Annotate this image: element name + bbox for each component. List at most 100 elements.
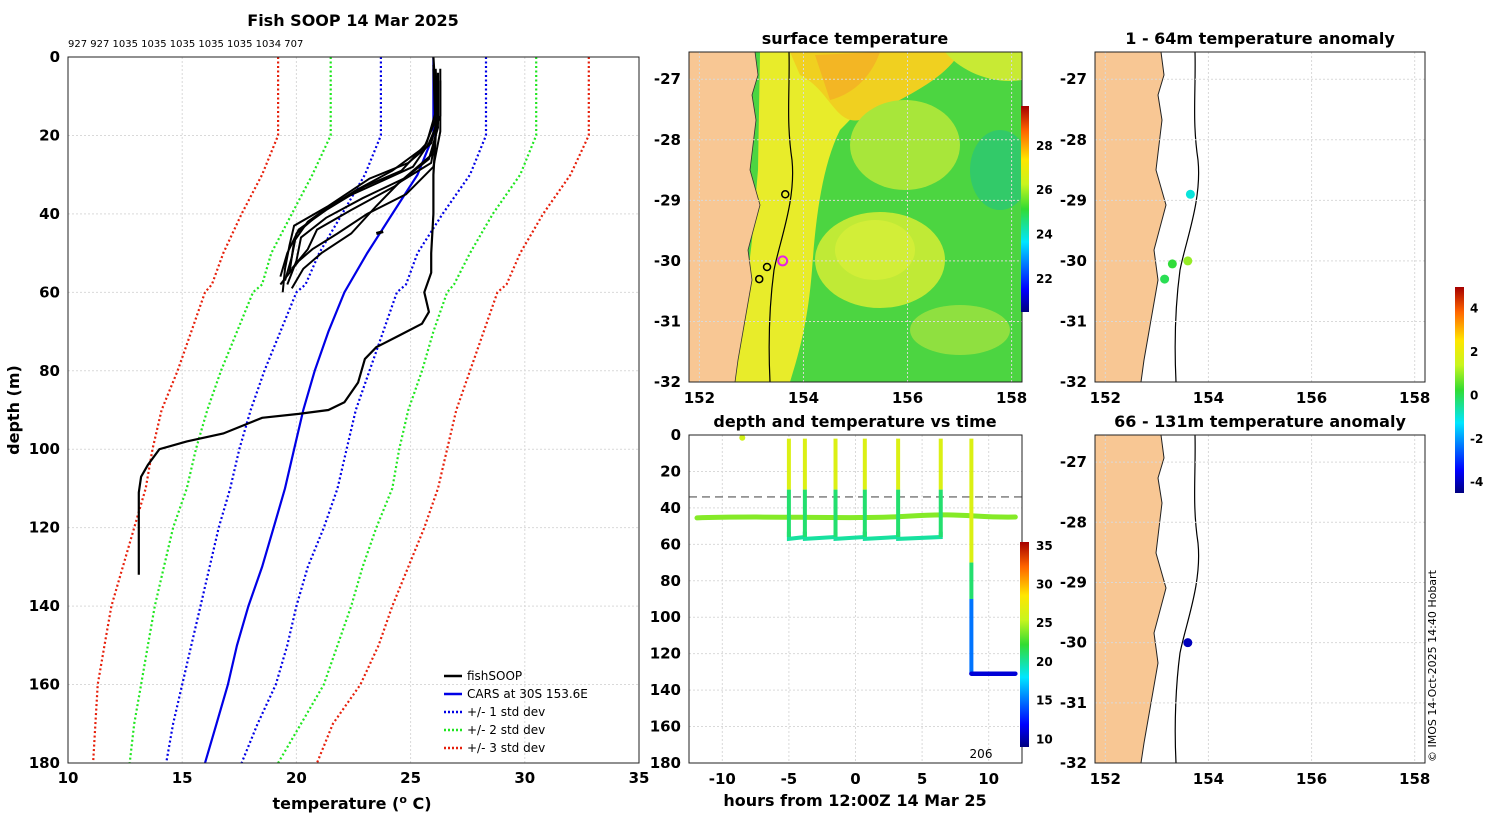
profile-y-tick: 100 [29,440,60,458]
timedepth-bottom-segment [862,531,901,541]
map-x-tick: 156 [892,389,923,407]
timedepth-colorbar-tick: 15 [1036,694,1053,708]
profile-fish-fragment [375,230,384,235]
map-x-tick: 154 [788,389,819,407]
map-x-tick: 154 [1193,770,1224,788]
surface-map [689,52,1022,382]
timedepth-x-ticks: -10 -5 0 5 10 [709,770,999,788]
profile-x-tick: 20 [286,769,307,787]
map-y-tick: -28 [1060,513,1087,531]
profile-y-tick: 0 [50,48,60,66]
timedepth-y-tick: 100 [650,608,681,626]
profile-fish-deep-line [137,57,437,575]
anom1-point [1183,256,1193,266]
timedepth-x-tick: -10 [709,770,736,788]
map-y-tick: -32 [654,373,681,391]
surface-colorbar-tick: 22 [1036,272,1053,286]
map-x-tick: 154 [1193,389,1224,407]
legend-cars: CARS at 30S 153.6E [467,687,588,701]
anomaly-colorbar-tick: 4 [1470,302,1478,316]
timedepth-x-tick: 10 [978,770,999,788]
anom2-point [1183,638,1193,648]
anomaly-colorbar-tick: -4 [1470,475,1483,489]
profile-panel: Fish SOOP 14 Mar 2025 927 927 1035 1035 … [4,11,649,813]
map-y-tick: -29 [1060,191,1087,209]
timedepth-y-tick: 120 [650,645,681,663]
surface-temperature-panel: surface temperature 152 154 156 158 -27-28-… [654,29,1053,407]
map-y-tick: -32 [1060,373,1087,391]
anom1-y-ticks: -27 -28 -29 -30 -31 -32 [1060,70,1087,391]
profile-y-tick: 20 [39,126,60,144]
profile-ylabel: depth (m) [4,365,23,455]
timedepth-y-tick: 0 [671,426,681,444]
profile-frame [67,56,640,764]
coast-anom1 [1140,52,1167,382]
profile-y-tick: 180 [29,754,60,772]
timedepth-y-tick: 180 [650,754,681,772]
map-y-tick: -27 [654,70,681,88]
map-y-tick: -31 [1060,694,1087,712]
timedepth-y-tick: 140 [650,681,681,699]
eddy-south [910,305,1010,355]
land-anom2 [1095,435,1166,763]
anom2-x-ticks: 152 154 156 158 [1090,770,1431,788]
timedepth-title: depth and temperature vs time [713,412,996,431]
legend-std1: +/- 1 std dev [467,705,545,719]
timedepth-annotation: 206 [970,747,993,761]
timedepth-bottom-segment [896,531,943,541]
anom1-point [1185,189,1195,199]
anom1-point [1160,274,1170,284]
hot-spot [815,52,880,100]
timedepth-colorbar-ticks: 35 30 25 20 15 10 [1036,539,1053,746]
eddy-mid-core [835,220,915,280]
map-y-tick: -28 [654,131,681,149]
profile-y-tick: 160 [29,676,60,694]
anom1-map [1095,52,1200,382]
profile-x-tick: 15 [172,769,193,787]
surface-colorbar-tick: 28 [1036,139,1053,153]
map-y-tick: -30 [654,252,681,270]
cool-patch [970,130,1022,210]
profile-title: Fish SOOP 14 Mar 2025 [247,11,458,30]
shelf-anom2 [1174,435,1200,763]
profile-y-tick: 80 [39,362,60,380]
anomaly-colorbar-tick: 0 [1470,388,1478,402]
profile-std-p3-line [315,57,590,763]
map-y-tick: -31 [654,312,681,330]
anom1-point [1167,259,1177,269]
map-y-tick: -31 [1060,312,1087,330]
timedepth-early-point [739,434,746,441]
map-y-tick: -29 [1060,573,1087,591]
anomaly-colorbar-tick: -2 [1470,432,1483,446]
anom2-frame [1094,434,1426,764]
map-x-tick: 152 [684,389,715,407]
eddy-north [850,100,960,190]
map-x-tick: 152 [1090,770,1121,788]
surface-station [754,274,764,284]
profile-std-m1-line [165,57,382,763]
map-y-tick: -28 [1060,131,1087,149]
land-anom1 [1095,52,1166,382]
profile-xlabel: temperature (o C) [272,793,431,813]
map-y-tick: -29 [654,191,681,209]
land-surface [689,52,760,382]
timedepth-bottom-segment [802,531,838,541]
timedepth-y-tick: 60 [660,535,681,553]
timedepth-x-tick: -5 [781,770,798,788]
timedepth-y-tick: 80 [660,572,681,590]
timedepth-x-tick: 0 [850,770,860,788]
map-y-tick: -30 [1060,634,1087,652]
anom1-points [1160,189,1195,284]
anom2-title: 66 - 131m temperature anomaly [1114,412,1406,431]
profile-fish-cast-line [284,64,437,281]
profile-lines [92,57,590,763]
anomaly-colorbar-tick: 2 [1470,345,1478,359]
profile-y-tick: 40 [39,205,60,223]
profile-fish-cast-line [279,80,442,286]
timedepth-colorbar-tick: 10 [1036,732,1053,746]
surface-station [781,190,790,199]
timedepth-xlabel: hours from 12:00Z 14 Mar 25 [723,791,986,810]
profile-fish-cast-line [291,68,440,270]
profile-y-ticks: 0 20 40 60 80 100 120 140 160 180 [29,48,60,772]
